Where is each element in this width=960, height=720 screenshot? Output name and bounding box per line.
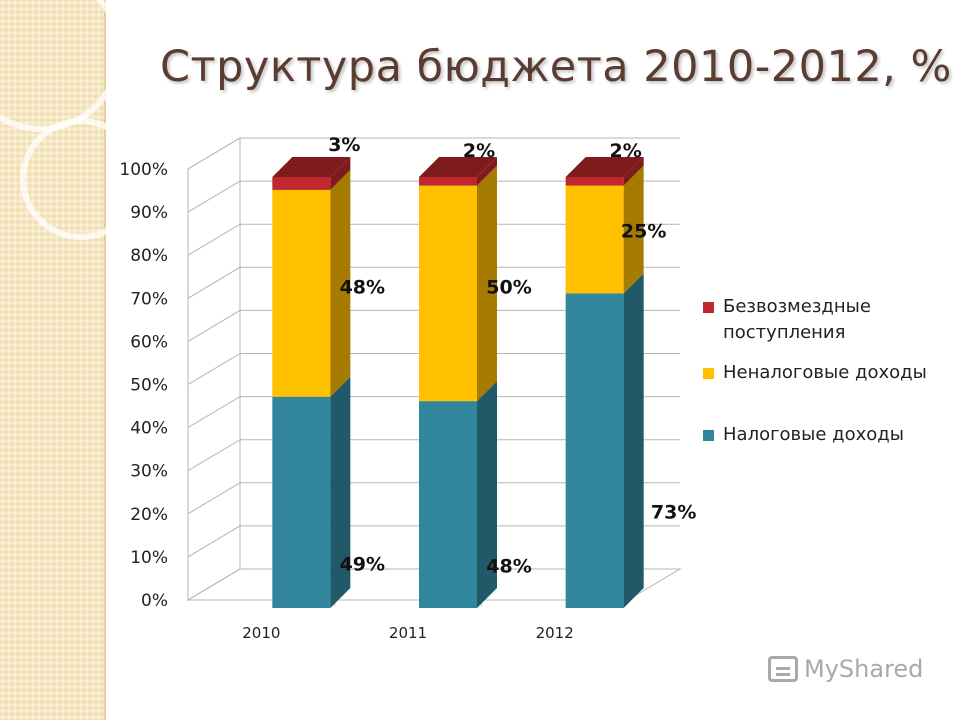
bar-segment xyxy=(419,185,477,402)
bar-segment xyxy=(419,177,477,186)
gridline xyxy=(187,353,680,385)
y-tick-label: 40% xyxy=(130,419,168,439)
gridline xyxy=(187,568,680,601)
y-tick-label: 70% xyxy=(130,289,168,309)
x-tick-label: 2010 xyxy=(242,624,280,642)
bar-segment-side xyxy=(623,273,644,608)
y-tick-label: 10% xyxy=(130,548,168,568)
legend-item-tax: Налоговые доходы xyxy=(703,422,953,448)
gridline xyxy=(187,525,680,558)
stacked-bar-chart: 0% 10% 20% 30% 40% 50% 60% 70% 80% 90% 100% 2010 201… xyxy=(119,134,696,642)
gridline xyxy=(187,396,680,429)
y-tick-label: 90% xyxy=(130,203,168,223)
chart-legend: Безвозмездные поступления Неналоговые до… xyxy=(703,294,953,448)
slide-title: Структура бюджета 2010-2012, % xyxy=(160,42,952,92)
bar-segment-side xyxy=(477,381,497,608)
y-tick-label: 0% xyxy=(141,591,168,611)
bar-segment-side xyxy=(623,157,644,186)
legend-swatch-nontax xyxy=(703,368,714,379)
legend-label-nontax: Неналоговые доходы xyxy=(723,362,927,383)
data-label: 73% xyxy=(651,502,696,524)
bar-segment xyxy=(272,189,331,397)
bar-segment xyxy=(565,185,624,294)
legend-swatch-grants xyxy=(703,302,714,313)
gridline xyxy=(187,137,680,170)
bar-top xyxy=(419,157,497,177)
gridline xyxy=(187,180,680,213)
y-tick-label: 80% xyxy=(130,246,168,266)
x-tick-label: 2012 xyxy=(536,624,574,642)
bar-top xyxy=(565,157,644,177)
gridline xyxy=(187,309,680,342)
bar-segment-side xyxy=(330,157,351,190)
y-tick-label: 20% xyxy=(130,505,168,525)
bar-segment xyxy=(565,293,624,608)
data-label: 25% xyxy=(621,220,666,242)
legend-item-nontax: Неналоговые доходы xyxy=(703,360,953,386)
bar-segment xyxy=(565,177,624,186)
bar-segment xyxy=(272,396,331,608)
decorative-circle-small xyxy=(20,118,142,240)
bar-segment xyxy=(419,401,477,608)
data-label: 3% xyxy=(328,134,360,156)
myshared-logo-icon xyxy=(768,656,798,682)
data-label: 49% xyxy=(340,553,385,575)
myshared-watermark: MyShared xyxy=(768,655,923,683)
bar-top xyxy=(272,157,351,177)
data-label: 2% xyxy=(610,140,642,162)
x-tick-label: 2011 xyxy=(389,624,427,642)
data-label: 50% xyxy=(486,276,531,298)
y-tick-label: 30% xyxy=(130,462,168,482)
gridline xyxy=(187,266,680,299)
data-label: 48% xyxy=(486,556,531,578)
data-label: 48% xyxy=(340,276,385,298)
data-label: 2% xyxy=(463,140,495,162)
bar-segment-side xyxy=(477,165,497,402)
y-tick-label: 100% xyxy=(119,160,168,180)
bar-segment-side xyxy=(330,169,351,397)
bar-segment xyxy=(272,177,331,190)
bar-segment-side xyxy=(477,157,497,186)
legend-item-grants: Безвозмездные поступления xyxy=(703,294,953,346)
y-tick-label: 50% xyxy=(130,376,168,396)
gridline xyxy=(187,482,680,515)
decorative-side-panel xyxy=(0,0,142,720)
bar-segment-side xyxy=(330,376,351,608)
bar-segment-side xyxy=(623,165,644,294)
legend-label-tax: Налоговые доходы xyxy=(723,424,904,445)
gridline xyxy=(187,223,680,256)
legend-label-grants: Безвозмездные поступления xyxy=(723,296,871,343)
watermark-text: MyShared xyxy=(804,655,924,683)
gridline xyxy=(187,439,680,472)
y-tick-label: 60% xyxy=(130,332,168,352)
legend-swatch-tax xyxy=(703,430,714,441)
